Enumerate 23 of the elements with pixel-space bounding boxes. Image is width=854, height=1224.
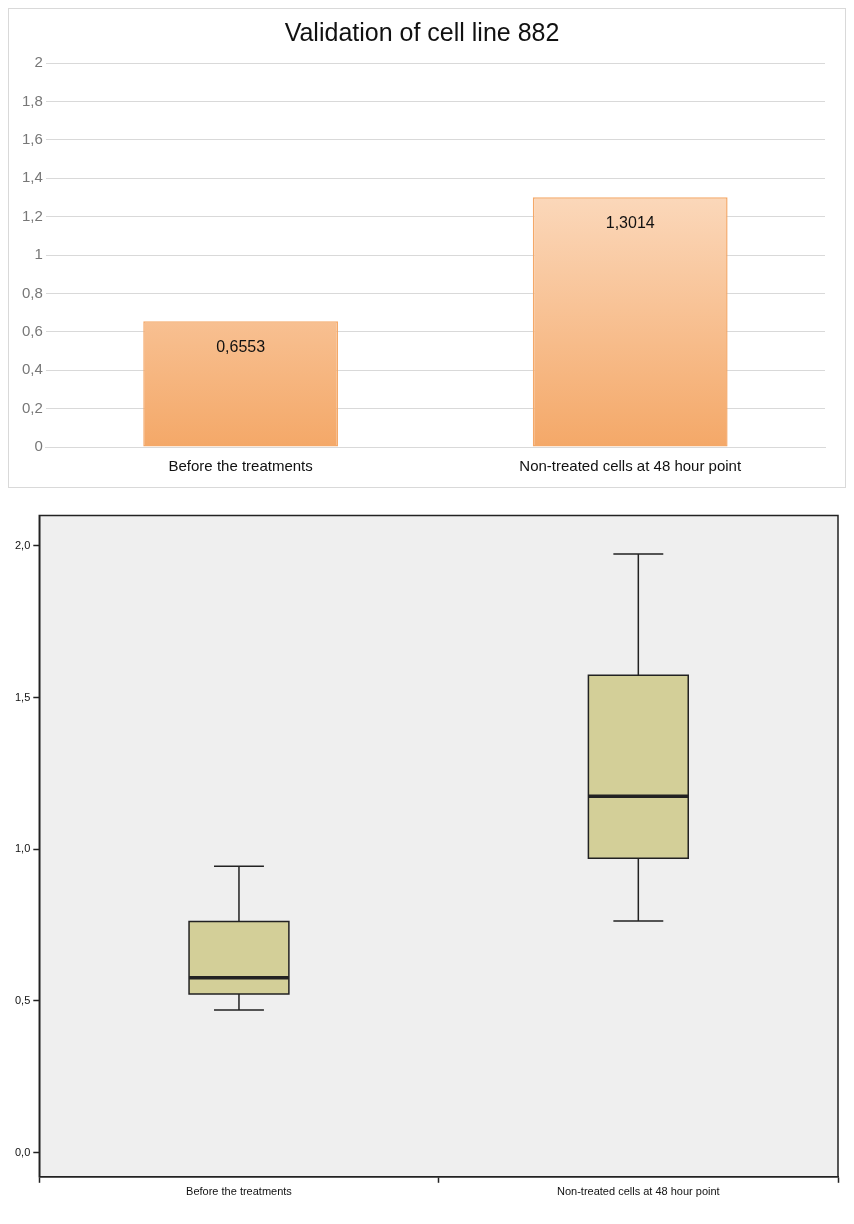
y-tick-label: 2,0 <box>14 538 31 551</box>
y-tick-label: 0,8 <box>21 283 43 301</box>
y-tick-label: 0,4 <box>21 360 43 378</box>
x-tick-label: Before the treatments <box>186 1185 293 1198</box>
data-label: 1,3014 <box>605 213 655 231</box>
x-tick-label: Non-treated cells at 48 hour point <box>556 1185 720 1198</box>
y-tick-label: 1,0 <box>14 842 31 855</box>
y-tick-label: 0,5 <box>14 993 31 1006</box>
y-tick-label: 0,6 <box>21 321 43 339</box>
data-label: 0,6553 <box>216 337 266 355</box>
y-tick-label: 0,2 <box>21 398 43 416</box>
y-tick-label: 1,2 <box>21 206 43 224</box>
y-tick-label: 1,4 <box>21 168 43 186</box>
y-tick-label: 1,5 <box>14 690 31 703</box>
x-tick-label: Non-treated cells at 48 hour point <box>519 457 742 475</box>
y-tick-label: 1,8 <box>21 91 43 109</box>
y-tick-label: 0 <box>34 437 43 455</box>
y-tick-label: 1 <box>34 245 43 263</box>
y-tick-label: 2 <box>34 53 43 71</box>
chart-title: Validation of cell line 882 <box>284 17 560 46</box>
y-tick-label: 0,0 <box>14 1145 31 1158</box>
y-tick-label: 1,6 <box>21 129 43 147</box>
x-tick-label: Before the treatments <box>168 457 313 475</box>
